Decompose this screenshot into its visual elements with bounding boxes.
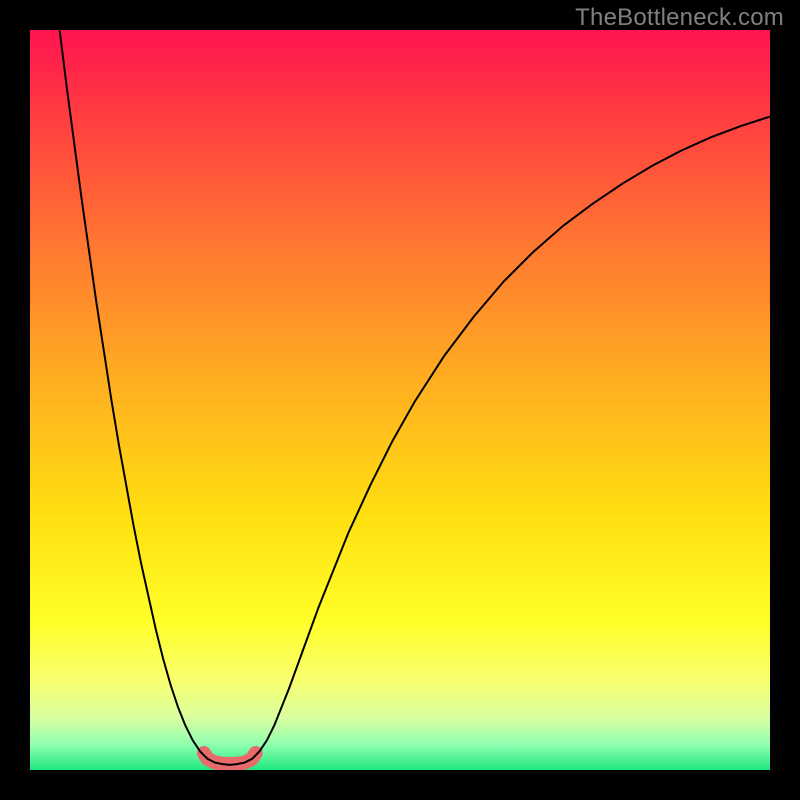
chart-plot-area — [30, 30, 770, 770]
gradient-background — [30, 30, 770, 770]
watermark-text: TheBottleneck.com — [575, 4, 784, 32]
chart-svg — [30, 30, 770, 770]
